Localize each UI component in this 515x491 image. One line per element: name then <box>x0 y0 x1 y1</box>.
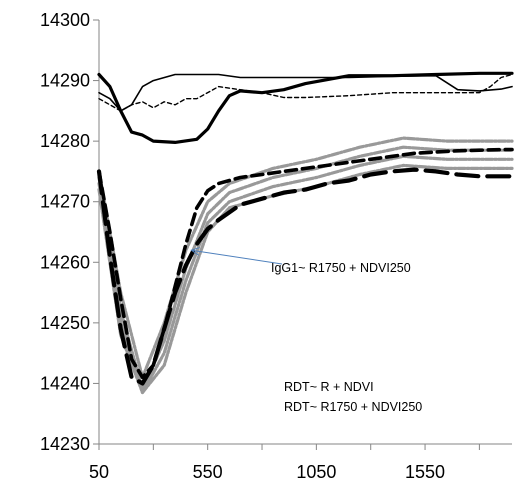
annotation-arrow <box>191 250 283 265</box>
annotations: IgG1~ R1750 + NDVI250 RDT~ R + NDVI RDT~… <box>191 250 422 414</box>
series-line-3 <box>97 71 514 144</box>
y-tick-label: 14290 <box>40 71 90 91</box>
series-line-8 <box>97 147 514 380</box>
axes: 14230 14240 14250 14260 14270 14280 14290 14300… <box>40 10 512 482</box>
annotation-igg1-model: IgG1~ R1750 + NDVI250 <box>271 261 411 275</box>
y-tick-label: 14280 <box>40 131 90 151</box>
x-tick-label: 550 <box>193 462 223 482</box>
x-tick-label: 1550 <box>405 462 445 482</box>
annotation-rdt-model-2: RDT~ R1750 + NDVI250 <box>284 400 422 414</box>
y-tick-label: 14260 <box>40 252 90 272</box>
y-tick-label: 14300 <box>40 10 90 30</box>
y-tick-label: 14230 <box>40 434 90 454</box>
x-tick-label: 1050 <box>296 462 336 482</box>
series-layer <box>96 71 515 395</box>
series-line-7 <box>97 163 514 395</box>
series-line-9 <box>96 167 515 386</box>
x-tick-label: 50 <box>89 462 109 482</box>
series-line-1 <box>98 73 513 112</box>
y-tick-label: 14250 <box>40 313 90 333</box>
annotation-rdt-model-1: RDT~ R + NDVI <box>284 380 374 394</box>
series-line-2 <box>98 73 513 112</box>
y-tick-label: 14240 <box>40 373 90 393</box>
y-tick-label: 14270 <box>40 192 90 212</box>
